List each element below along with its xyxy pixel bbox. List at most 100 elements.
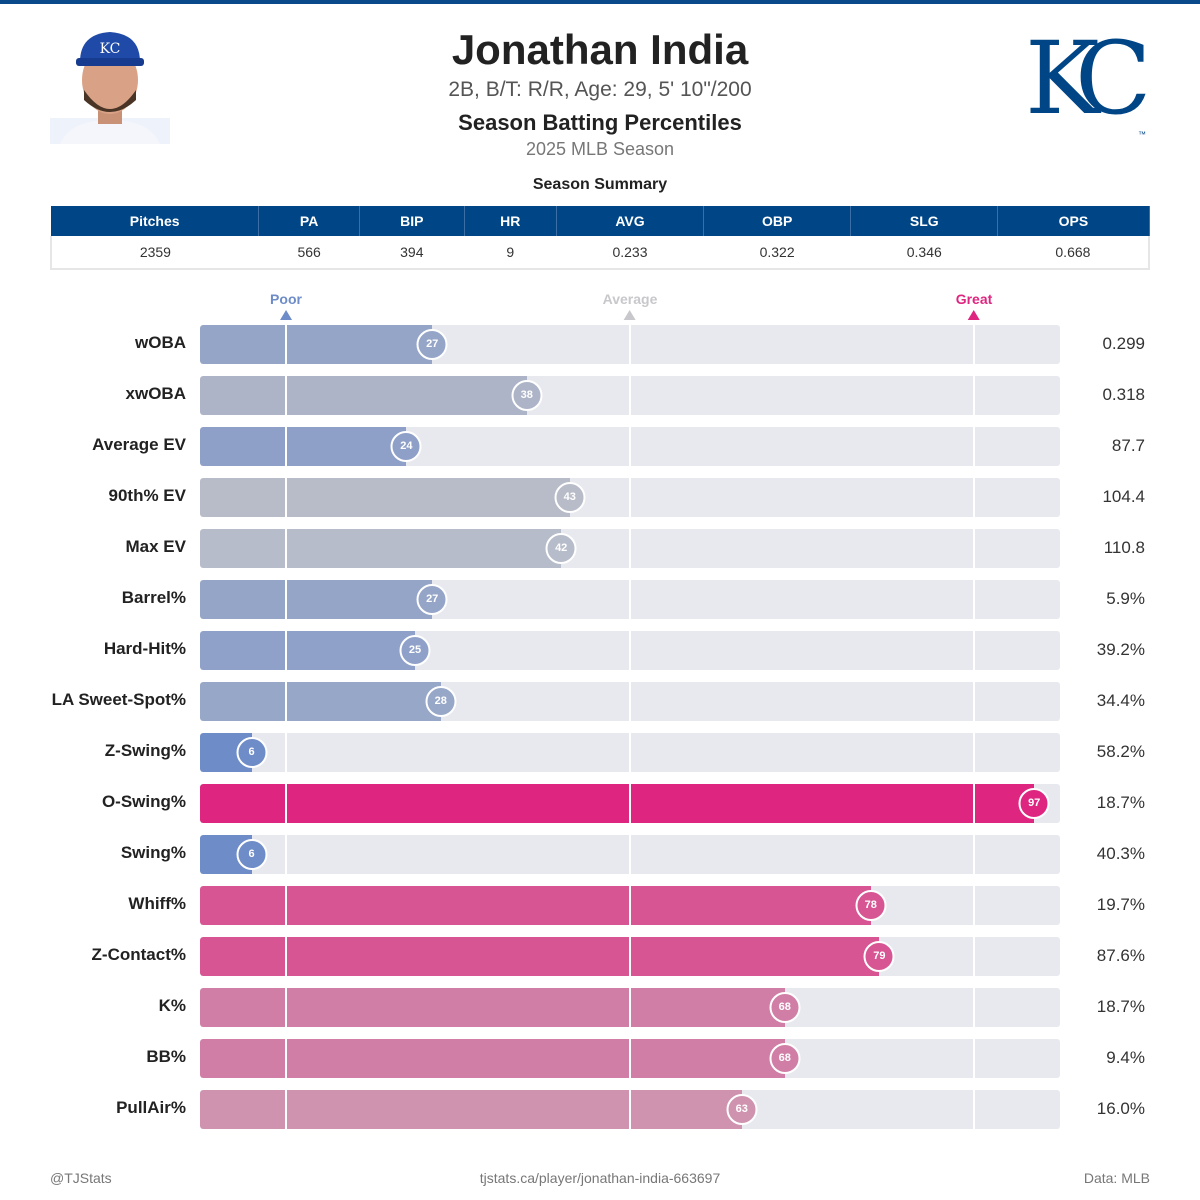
stat-value: 87.7: [1111, 436, 1145, 455]
reference-line: [973, 784, 975, 823]
great-label: Great: [955, 291, 993, 307]
metric-label: O-Swing%: [101, 792, 186, 811]
percentile-badge: 68: [769, 992, 801, 1023]
reference-line: [973, 631, 975, 670]
reference-line: [973, 835, 975, 874]
reference-line: [285, 427, 287, 466]
reference-line: [285, 784, 287, 823]
stat-value: 40.3%: [1096, 844, 1145, 863]
reference-line: [629, 529, 631, 568]
stat-value: 58.2%: [1096, 742, 1145, 761]
footer-url: tjstats.ca/player/jonathan-india-663697: [479, 1170, 721, 1186]
column-header: OBP: [703, 206, 852, 236]
reference-line: [973, 1090, 975, 1129]
metric-label: Average EV: [92, 435, 186, 454]
reference-line: [285, 478, 287, 517]
stat-value: 18.7%: [1096, 997, 1145, 1016]
reference-line: [629, 325, 631, 364]
stat-value: 5.9%: [1106, 589, 1145, 608]
stat-value: 34.4%: [1096, 691, 1145, 710]
reference-line: [629, 784, 631, 823]
bar-fill: [200, 988, 785, 1027]
bar-fill: [200, 478, 570, 517]
player-headshot: KC: [50, 32, 170, 144]
percentile-badge: 28: [425, 686, 457, 717]
bar-row: wOBA 27 0.299: [0, 325, 1200, 364]
average-marker: Average: [603, 291, 657, 320]
stat-value: 110.8: [1103, 538, 1145, 557]
percentile-badge: 24: [390, 431, 422, 462]
bar-fill: [200, 376, 527, 415]
column-header: Pitches: [51, 206, 260, 236]
reference-line: [973, 988, 975, 1027]
svg-text:KC: KC: [100, 41, 121, 57]
bar-fill: [200, 784, 1035, 823]
bar-row: LA Sweet-Spot% 28 34.4%: [0, 682, 1200, 721]
bar-fill: [200, 427, 407, 466]
percentile-badge: 68: [769, 1043, 801, 1074]
metric-label: 90th% EV: [108, 486, 186, 505]
season-summary-table: Pitches PA BIP HR AVG OBP SLG OPS 2359 566 394 9 0.…: [50, 206, 1151, 270]
bar-row: BB% 68 9.4%: [0, 1039, 1200, 1078]
reference-line: [973, 529, 975, 568]
metric-label: Z-Swing%: [104, 741, 186, 760]
reference-line: [629, 835, 631, 874]
metric-label: Swing%: [120, 843, 186, 862]
poor-marker: Poor: [270, 291, 302, 320]
reference-line: [285, 529, 287, 568]
bar-row: Z-Swing% 6 58.2%: [0, 733, 1200, 772]
stat-value: 87.6%: [1096, 946, 1145, 965]
stat-value: 0.299: [1102, 334, 1145, 353]
metric-label: wOBA: [135, 333, 186, 352]
bar-fill: [200, 682, 441, 721]
reference-line: [629, 427, 631, 466]
poor-label: Poor: [270, 291, 302, 307]
reference-line: [285, 1039, 287, 1078]
player-name: Jonathan India: [451, 26, 749, 73]
stat-value: 104.4: [1102, 487, 1145, 506]
reference-line: [285, 988, 287, 1027]
reference-line: [285, 325, 287, 364]
season-label: 2025 MLB Season: [525, 139, 675, 159]
summary-value: 2359: [50, 236, 259, 270]
reference-line: [629, 937, 631, 976]
reference-line: [629, 1090, 631, 1129]
reference-line: [285, 631, 287, 670]
metric-label: Whiff%: [128, 894, 186, 913]
percentile-badge: 25: [399, 635, 431, 666]
bar-row: 90th% EV 43 104.4: [0, 478, 1200, 517]
reference-line: [973, 325, 975, 364]
bar-fill: [200, 529, 562, 568]
stat-value: 18.7%: [1096, 793, 1145, 812]
reference-line: [629, 631, 631, 670]
percentile-badge: 43: [554, 482, 586, 513]
bar-track: [200, 376, 1060, 415]
percentile-badge: 63: [726, 1094, 758, 1125]
reference-line: [973, 478, 975, 517]
bar-row: PullAir% 63 16.0%: [0, 1090, 1200, 1129]
bar-row: Swing% 6 40.3%: [0, 835, 1200, 874]
bar-track: [200, 886, 1060, 925]
bar-track: [200, 478, 1060, 517]
reference-line: [285, 376, 287, 415]
reference-line: [285, 580, 287, 619]
reference-line: [973, 427, 975, 466]
metric-label: xwOBA: [125, 384, 186, 403]
stat-value: 9.4%: [1106, 1048, 1145, 1067]
stat-value: 16.0%: [1096, 1099, 1145, 1118]
bar-fill: [200, 1039, 785, 1078]
reference-line: [973, 682, 975, 721]
metric-label: Barrel%: [121, 588, 186, 607]
summary-value: 9: [464, 236, 557, 270]
bar-track: [200, 937, 1060, 976]
summary-value: 394: [359, 236, 465, 270]
poor-triangle-icon: [279, 310, 292, 320]
summary-title: Season Summary: [532, 176, 668, 193]
bar-fill: [200, 325, 433, 364]
column-header: HR: [464, 206, 557, 236]
great-triangle-icon: [967, 310, 980, 320]
footer-handle: @TJStats: [50, 1170, 112, 1186]
percentile-badge: 27: [416, 329, 448, 360]
trademark-mark: ™: [1138, 130, 1146, 139]
